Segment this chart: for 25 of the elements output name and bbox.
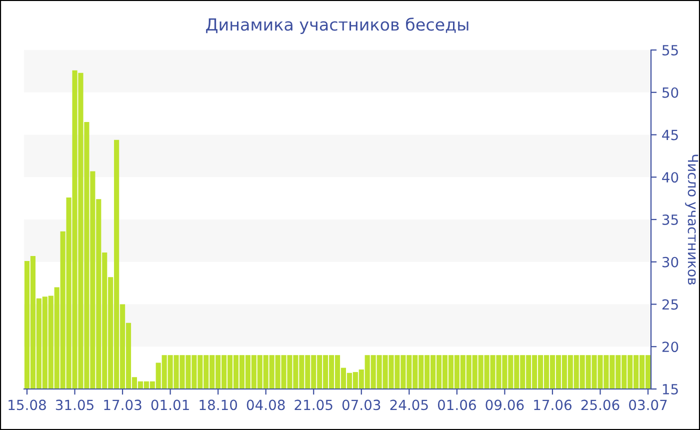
x-tick-label: 03.07 (629, 400, 667, 410)
x-tick-label: 07.03 (342, 400, 380, 410)
y-tick-label: 20 (662, 342, 678, 352)
y-tick-label: 40 (662, 172, 678, 183)
x-tick-label: 01.01 (151, 400, 189, 410)
y-tick-label: 45 (662, 130, 678, 140)
x-tick-label: 18.10 (200, 400, 238, 410)
y-tick-label: 35 (662, 214, 678, 225)
x-tick-label: 01.06 (438, 400, 476, 410)
x-tick-label: 09.06 (486, 400, 524, 410)
y-axis-title: Число участников (685, 154, 698, 285)
x-tick-label: 15.08 (8, 400, 46, 410)
x-tick-label: 17.06 (534, 400, 572, 410)
x-tick-label: 24.05 (390, 400, 428, 410)
y-tick-label: 50 (662, 87, 678, 98)
x-tick-label: 04.08 (246, 400, 285, 410)
x-tick-label: 17.03 (104, 400, 142, 410)
chart-title: Динамика участников беседы (206, 18, 468, 34)
y-tick-label: 25 (662, 299, 678, 310)
y-tick-label: 30 (662, 256, 678, 268)
y-tick-label: 55 (662, 45, 678, 56)
x-tick-label: 31.05 (56, 400, 94, 410)
x-tick-label: 21.05 (294, 400, 332, 410)
y-tick-label: 15 (662, 384, 678, 394)
x-tick-label: 25.06 (581, 400, 620, 410)
